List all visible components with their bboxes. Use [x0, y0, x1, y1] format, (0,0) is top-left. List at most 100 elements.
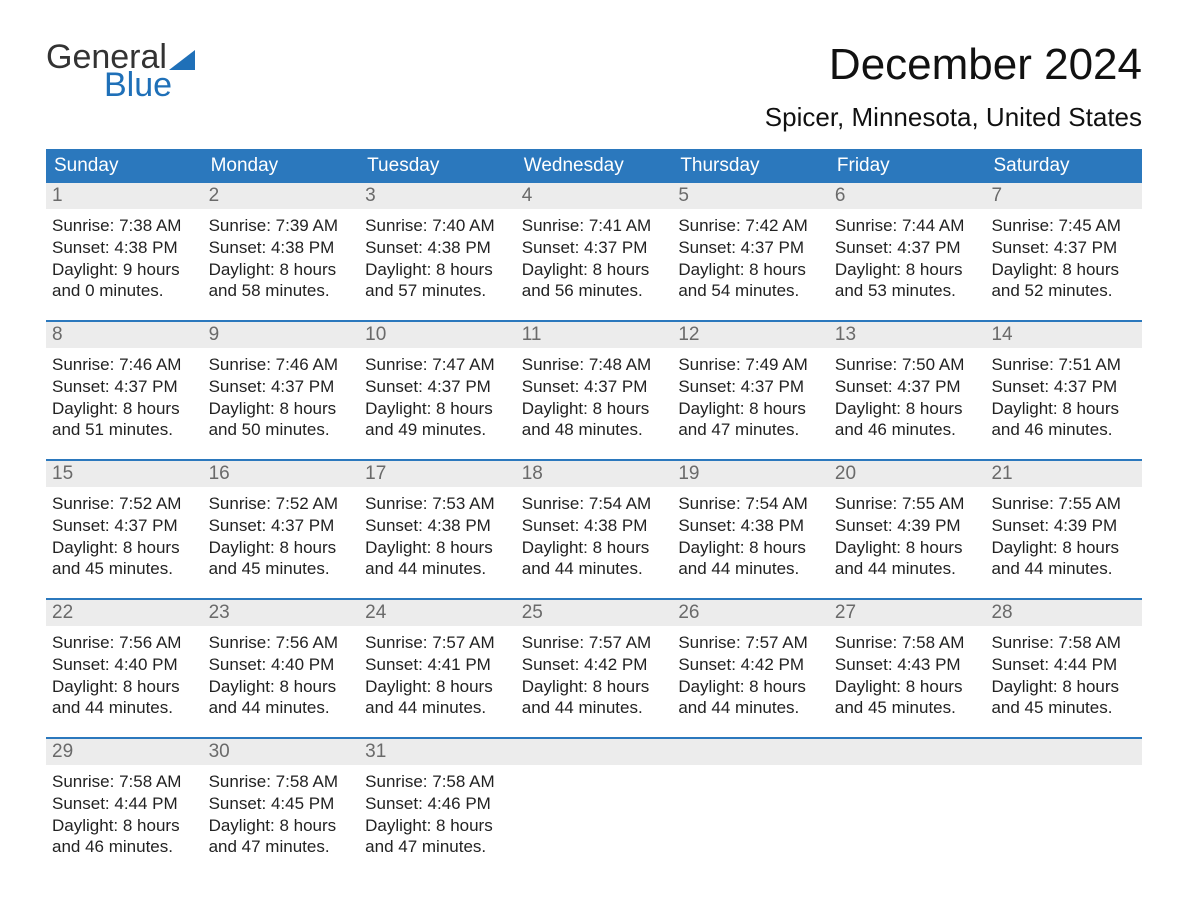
day-day2: and 44 minutes. — [522, 558, 667, 580]
day-sunrise: Sunrise: 7:42 AM — [678, 215, 823, 237]
day-sunrise: Sunrise: 7:38 AM — [52, 215, 197, 237]
day-body: Sunrise: 7:46 AMSunset: 4:37 PMDaylight:… — [46, 348, 203, 441]
day-day1: Daylight: 8 hours — [522, 676, 667, 698]
day-day2: and 53 minutes. — [835, 280, 980, 302]
day-cell: 19Sunrise: 7:54 AMSunset: 4:38 PMDayligh… — [672, 461, 829, 580]
day-cell: 27Sunrise: 7:58 AMSunset: 4:43 PMDayligh… — [829, 600, 986, 719]
day-sunrise: Sunrise: 7:58 AM — [835, 632, 980, 654]
day-sunset: Sunset: 4:40 PM — [52, 654, 197, 676]
day-number: 6 — [829, 183, 986, 209]
month-title: December 2024 — [765, 40, 1142, 90]
day-cell: 29Sunrise: 7:58 AMSunset: 4:44 PMDayligh… — [46, 739, 203, 858]
day-body: Sunrise: 7:41 AMSunset: 4:37 PMDaylight:… — [516, 209, 673, 302]
day-sunrise: Sunrise: 7:55 AM — [991, 493, 1136, 515]
day-number: . — [829, 739, 986, 765]
day-sunrise: Sunrise: 7:54 AM — [522, 493, 667, 515]
day-sunrise: Sunrise: 7:58 AM — [991, 632, 1136, 654]
day-cell: 7Sunrise: 7:45 AMSunset: 4:37 PMDaylight… — [985, 183, 1142, 302]
day-sunrise: Sunrise: 7:58 AM — [209, 771, 354, 793]
day-cell: 18Sunrise: 7:54 AMSunset: 4:38 PMDayligh… — [516, 461, 673, 580]
day-cell: 4Sunrise: 7:41 AMSunset: 4:37 PMDaylight… — [516, 183, 673, 302]
day-day2: and 54 minutes. — [678, 280, 823, 302]
day-day1: Daylight: 8 hours — [365, 676, 510, 698]
day-number: 21 — [985, 461, 1142, 487]
day-day1: Daylight: 8 hours — [678, 676, 823, 698]
day-sunset: Sunset: 4:37 PM — [678, 376, 823, 398]
day-body: Sunrise: 7:52 AMSunset: 4:37 PMDaylight:… — [46, 487, 203, 580]
day-sunset: Sunset: 4:39 PM — [835, 515, 980, 537]
day-day2: and 44 minutes. — [365, 558, 510, 580]
day-day2: and 47 minutes. — [209, 836, 354, 858]
day-sunset: Sunset: 4:37 PM — [835, 376, 980, 398]
day-sunrise: Sunrise: 7:48 AM — [522, 354, 667, 376]
day-day1: Daylight: 8 hours — [52, 537, 197, 559]
day-day2: and 44 minutes. — [678, 697, 823, 719]
day-day1: Daylight: 8 hours — [209, 537, 354, 559]
day-body: Sunrise: 7:46 AMSunset: 4:37 PMDaylight:… — [203, 348, 360, 441]
day-body: Sunrise: 7:53 AMSunset: 4:38 PMDaylight:… — [359, 487, 516, 580]
day-day2: and 52 minutes. — [991, 280, 1136, 302]
day-sunset: Sunset: 4:38 PM — [209, 237, 354, 259]
day-body: Sunrise: 7:58 AMSunset: 4:46 PMDaylight:… — [359, 765, 516, 858]
day-day1: Daylight: 8 hours — [678, 259, 823, 281]
day-body: Sunrise: 7:57 AMSunset: 4:41 PMDaylight:… — [359, 626, 516, 719]
day-number: 13 — [829, 322, 986, 348]
day-sunset: Sunset: 4:37 PM — [835, 237, 980, 259]
day-body: Sunrise: 7:55 AMSunset: 4:39 PMDaylight:… — [829, 487, 986, 580]
day-sunrise: Sunrise: 7:39 AM — [209, 215, 354, 237]
day-sunset: Sunset: 4:44 PM — [52, 793, 197, 815]
day-cell: 23Sunrise: 7:56 AMSunset: 4:40 PMDayligh… — [203, 600, 360, 719]
day-sunset: Sunset: 4:37 PM — [991, 237, 1136, 259]
day-sunrise: Sunrise: 7:58 AM — [365, 771, 510, 793]
day-sunset: Sunset: 4:37 PM — [209, 376, 354, 398]
day-sunset: Sunset: 4:46 PM — [365, 793, 510, 815]
day-day1: Daylight: 8 hours — [522, 537, 667, 559]
day-day2: and 58 minutes. — [209, 280, 354, 302]
day-sunset: Sunset: 4:37 PM — [522, 376, 667, 398]
calendar: Sunday Monday Tuesday Wednesday Thursday… — [46, 149, 1142, 858]
day-sunrise: Sunrise: 7:57 AM — [365, 632, 510, 654]
day-sunrise: Sunrise: 7:52 AM — [209, 493, 354, 515]
day-day1: Daylight: 8 hours — [365, 537, 510, 559]
day-sunrise: Sunrise: 7:58 AM — [52, 771, 197, 793]
week-row: 8Sunrise: 7:46 AMSunset: 4:37 PMDaylight… — [46, 320, 1142, 441]
day-day2: and 47 minutes. — [365, 836, 510, 858]
day-cell: 12Sunrise: 7:49 AMSunset: 4:37 PMDayligh… — [672, 322, 829, 441]
day-body: Sunrise: 7:38 AMSunset: 4:38 PMDaylight:… — [46, 209, 203, 302]
day-day2: and 44 minutes. — [991, 558, 1136, 580]
day-sunrise: Sunrise: 7:55 AM — [835, 493, 980, 515]
day-cell: . — [516, 739, 673, 858]
day-sunrise: Sunrise: 7:57 AM — [522, 632, 667, 654]
day-sunrise: Sunrise: 7:52 AM — [52, 493, 197, 515]
day-number: 1 — [46, 183, 203, 209]
day-cell: 31Sunrise: 7:58 AMSunset: 4:46 PMDayligh… — [359, 739, 516, 858]
dow-sunday: Sunday — [46, 149, 203, 183]
dow-saturday: Saturday — [985, 149, 1142, 183]
logo-flag-icon — [169, 50, 195, 70]
day-number: 15 — [46, 461, 203, 487]
logo-word2: Blue — [46, 68, 195, 102]
day-body: Sunrise: 7:58 AMSunset: 4:44 PMDaylight:… — [985, 626, 1142, 719]
day-sunrise: Sunrise: 7:56 AM — [52, 632, 197, 654]
day-number: 30 — [203, 739, 360, 765]
week-row: 15Sunrise: 7:52 AMSunset: 4:37 PMDayligh… — [46, 459, 1142, 580]
title-block: December 2024 Spicer, Minnesota, United … — [765, 40, 1142, 143]
day-day1: Daylight: 8 hours — [835, 676, 980, 698]
day-day2: and 0 minutes. — [52, 280, 197, 302]
day-number: 26 — [672, 600, 829, 626]
day-sunset: Sunset: 4:45 PM — [209, 793, 354, 815]
day-cell: 9Sunrise: 7:46 AMSunset: 4:37 PMDaylight… — [203, 322, 360, 441]
day-body: Sunrise: 7:49 AMSunset: 4:37 PMDaylight:… — [672, 348, 829, 441]
day-cell: 5Sunrise: 7:42 AMSunset: 4:37 PMDaylight… — [672, 183, 829, 302]
day-day2: and 50 minutes. — [209, 419, 354, 441]
day-sunrise: Sunrise: 7:56 AM — [209, 632, 354, 654]
day-sunrise: Sunrise: 7:57 AM — [678, 632, 823, 654]
day-sunrise: Sunrise: 7:46 AM — [209, 354, 354, 376]
day-sunset: Sunset: 4:38 PM — [365, 515, 510, 537]
day-body: Sunrise: 7:54 AMSunset: 4:38 PMDaylight:… — [516, 487, 673, 580]
day-number: 27 — [829, 600, 986, 626]
day-day2: and 44 minutes. — [835, 558, 980, 580]
day-day1: Daylight: 8 hours — [678, 537, 823, 559]
day-day2: and 44 minutes. — [678, 558, 823, 580]
day-number: 19 — [672, 461, 829, 487]
